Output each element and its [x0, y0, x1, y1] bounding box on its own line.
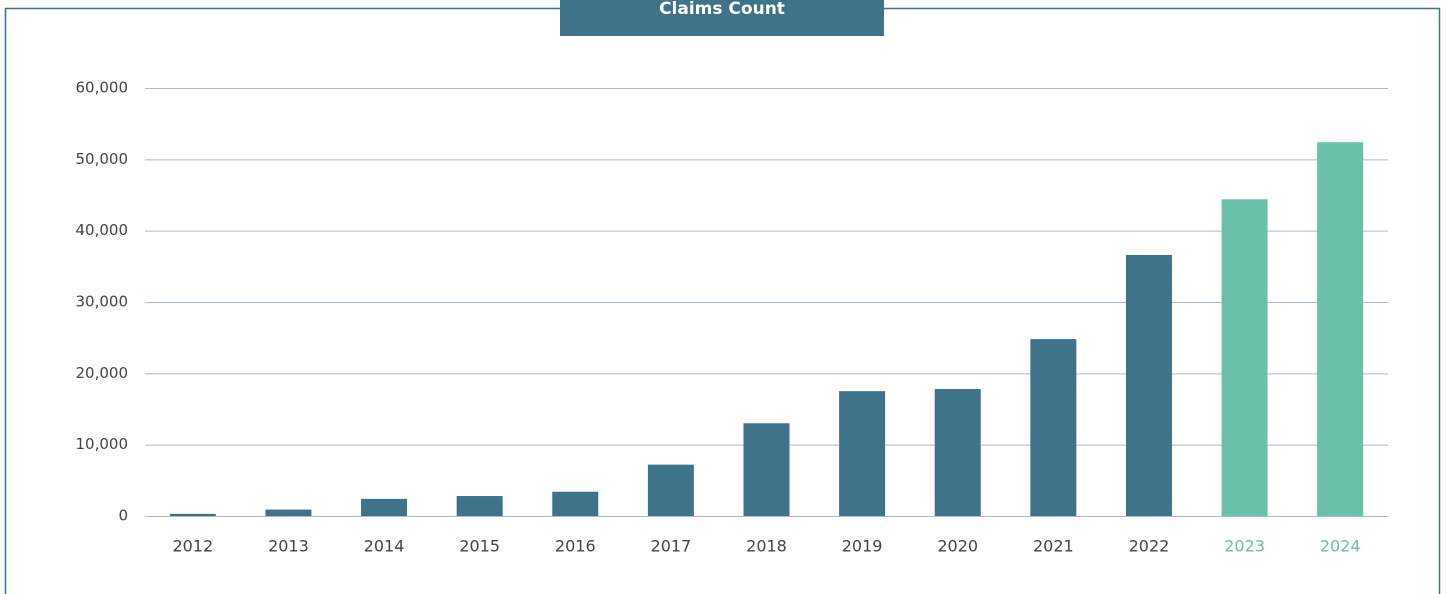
bar — [552, 491, 599, 516]
y-tick-label: 60,000 — [76, 79, 129, 97]
y-tick-label: 0 — [118, 507, 128, 525]
bar — [265, 509, 312, 516]
x-tick-label: 2017 — [651, 537, 692, 556]
y-tick-label: 50,000 — [76, 150, 129, 168]
x-tick-label: 2022 — [1129, 537, 1170, 556]
title-box — [560, 0, 884, 36]
bar — [934, 389, 981, 516]
x-tick-label: 2019 — [842, 537, 883, 556]
bar — [1125, 254, 1172, 517]
x-tick-label: 2021 — [1033, 537, 1074, 556]
chart-title: Claims Count — [659, 0, 785, 19]
x-tick-label: 2014 — [364, 537, 405, 556]
bar — [647, 464, 694, 516]
x-tick-label: 2015 — [459, 537, 500, 556]
bar — [839, 391, 886, 516]
x-tick-label: 2023 — [1224, 537, 1265, 556]
y-tick-label: 40,000 — [76, 221, 129, 239]
bar — [1317, 142, 1364, 517]
x-tick-label: 2024 — [1320, 537, 1361, 556]
bar — [361, 498, 408, 516]
y-tick-label: 10,000 — [76, 435, 129, 453]
x-tick-label: 2020 — [937, 537, 978, 556]
bar — [1030, 339, 1077, 516]
x-tick-label: 2013 — [268, 537, 309, 556]
bar — [456, 496, 503, 516]
y-tick-label: 30,000 — [76, 293, 129, 311]
bar — [1221, 199, 1268, 516]
bar — [743, 423, 790, 516]
x-tick-label: 2012 — [172, 537, 213, 556]
x-tick-label: 2018 — [746, 537, 787, 556]
x-tick-label: 2016 — [555, 537, 596, 556]
bar — [169, 513, 216, 516]
y-tick-label: 20,000 — [76, 364, 129, 382]
